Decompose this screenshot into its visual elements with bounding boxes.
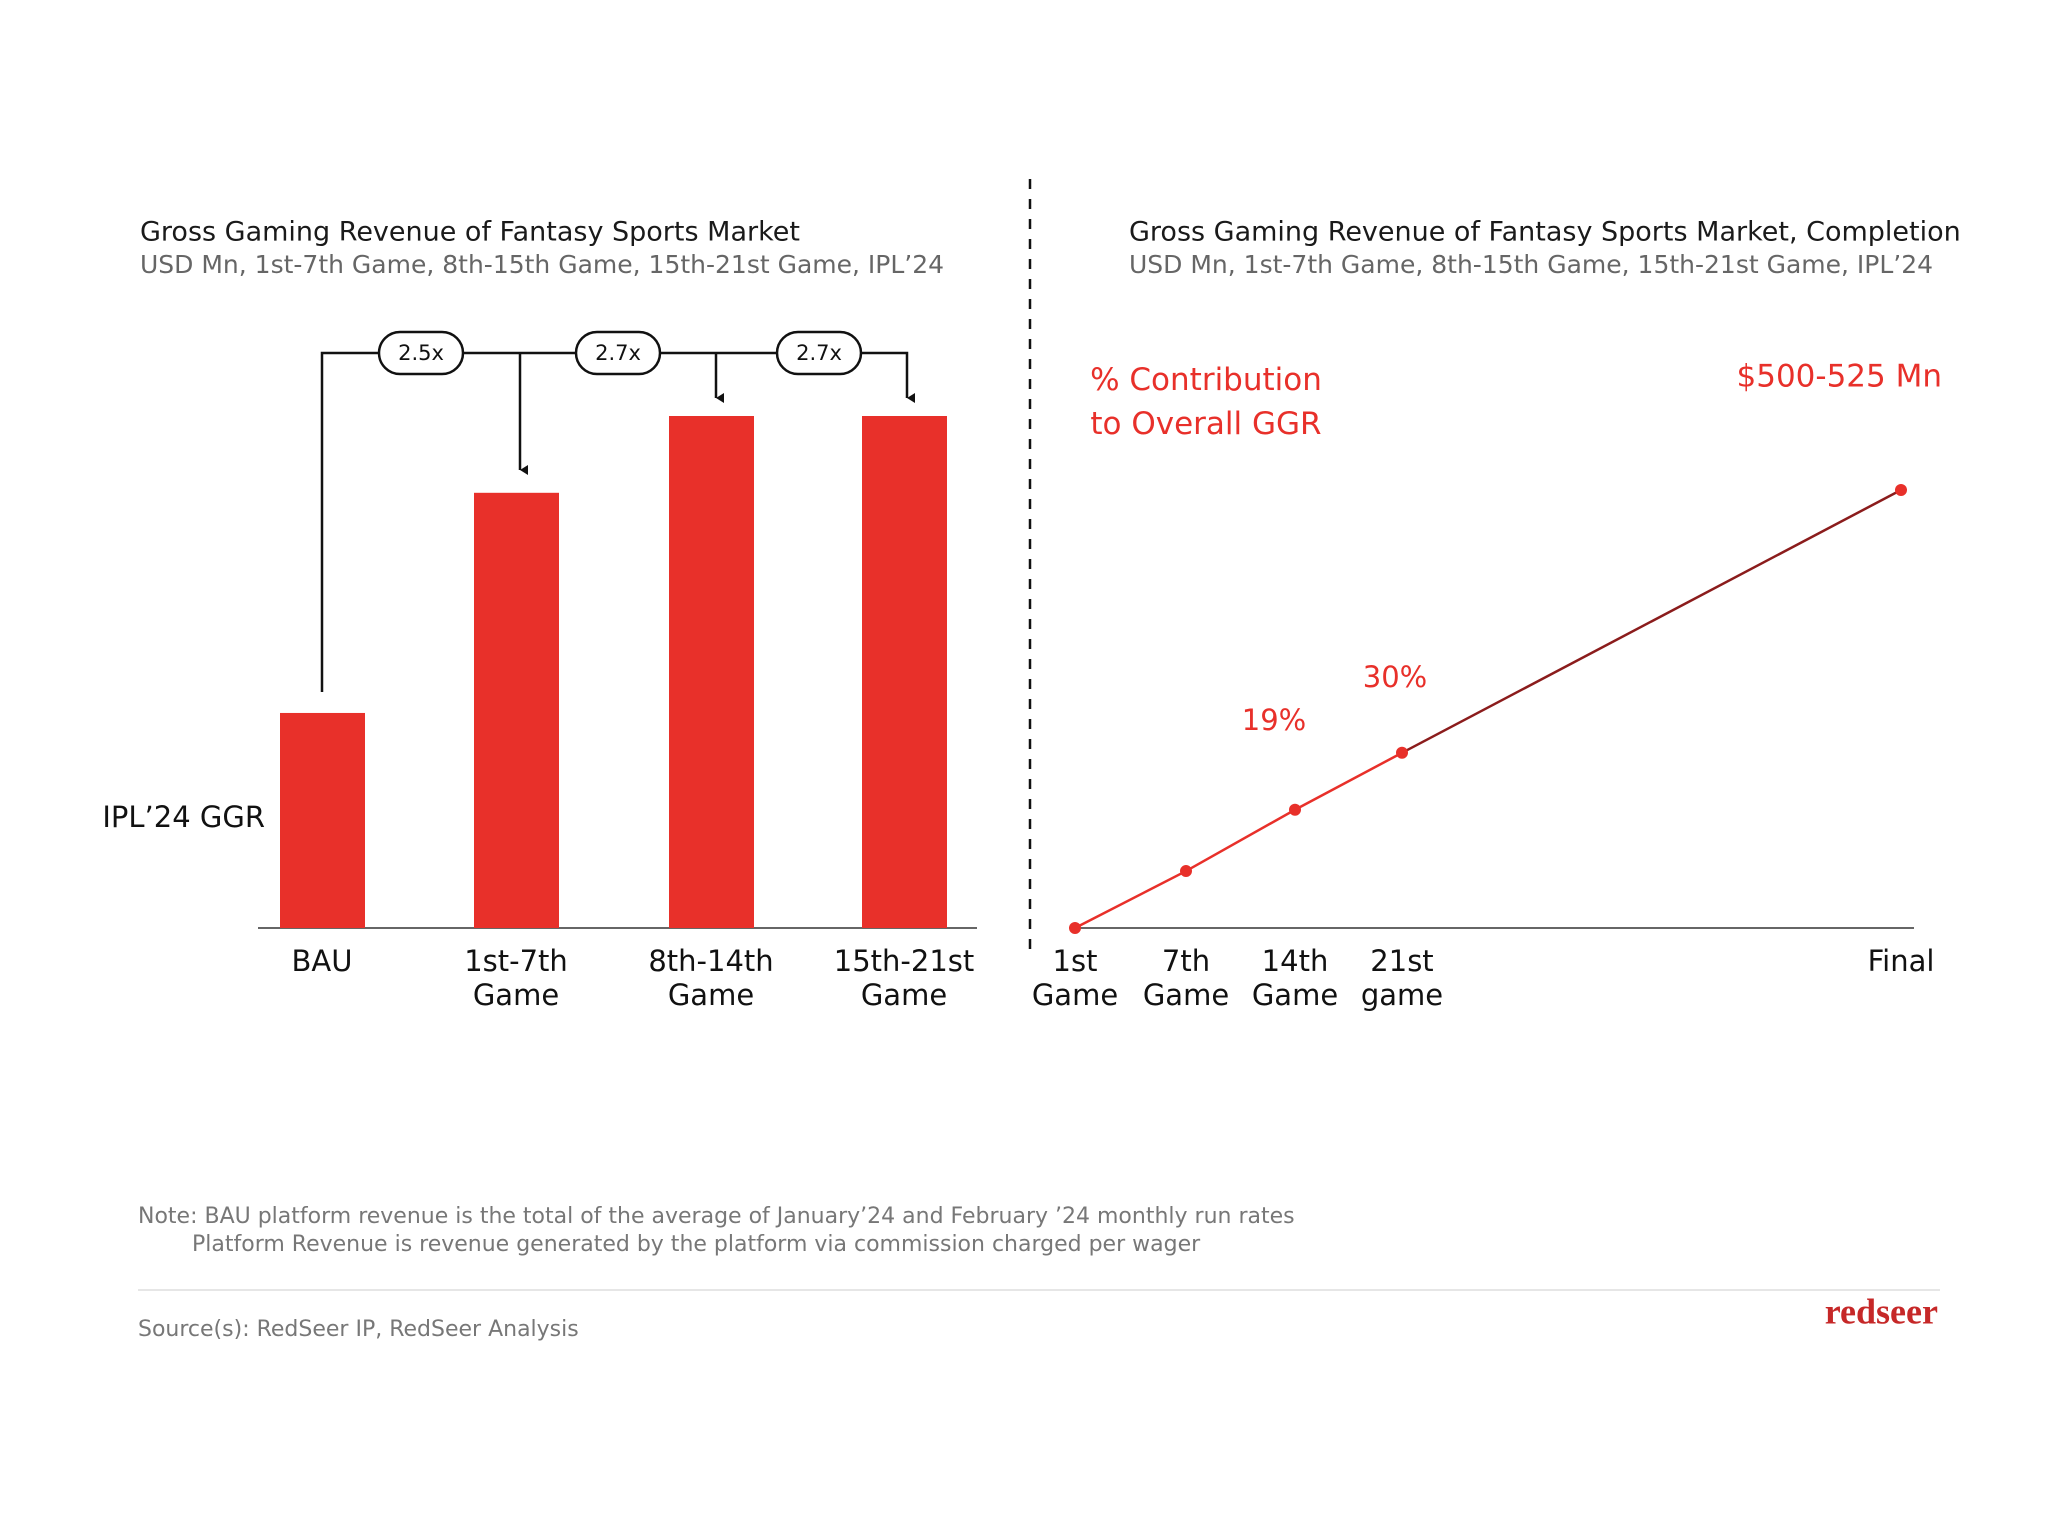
x-tick-label: 15th-21st Game [833,944,975,1012]
x-tick-label: 1st-7th Game [464,944,568,1012]
logo: redseer [1825,1291,1938,1331]
legend-label: % Contribution to Overall GGR [1090,362,1322,442]
y-axis-label: IPL’24 GGR [102,800,265,834]
note: Note: BAU platform revenue is the total … [138,1204,1295,1229]
point [1180,865,1192,878]
x-tick-label: 21st game [1360,944,1444,1012]
final-label: $500-525 Mn [1737,359,1943,395]
x-tick-label: 7th Game [1142,944,1230,1012]
line [1074,751,1403,930]
annotation: 30% [1363,660,1427,694]
multiplier-pill [377,330,465,376]
multiplier-label: 2.7x [796,341,842,365]
point [1289,803,1301,816]
bar [862,416,947,928]
chart-subtitle: USD Mn, 1st-7th Game, 8th-15th Game, 15t… [140,250,944,279]
multiplier-label: 2.5x [398,341,444,365]
chart-title: Gross Gaming Revenue of Fantasy Sports M… [1129,217,1961,248]
x-tick-label: BAU [291,944,353,978]
point [1069,922,1081,934]
bar [474,492,559,928]
connectors [320,351,915,692]
chart-subtitle: USD Mn, 1st-7th Game, 8th-15th Game, 15t… [1129,250,1933,279]
source: Source(s): RedSeer IP, RedSeer Analysis [138,1317,579,1342]
note: Platform Revenue is revenue generated by… [192,1232,1201,1257]
multiplier-label: 2.7x [595,341,641,365]
line-final-segment [1401,488,1902,754]
point [1396,746,1408,759]
x-tick-label: 1st Game [1031,944,1119,1012]
multiplier-pill [574,330,662,376]
annotation: 19% [1242,703,1306,737]
multiplier-pill [775,330,863,376]
x-tick-label: 8th-14th Game [648,944,774,1012]
point [1895,484,1907,496]
bar [669,416,754,928]
x-tick-label: 14th Game [1251,944,1339,1012]
bar [280,712,365,928]
x-tick-label: Final [1867,944,1935,978]
chart-title: Gross Gaming Revenue of Fantasy Sports M… [140,217,800,248]
